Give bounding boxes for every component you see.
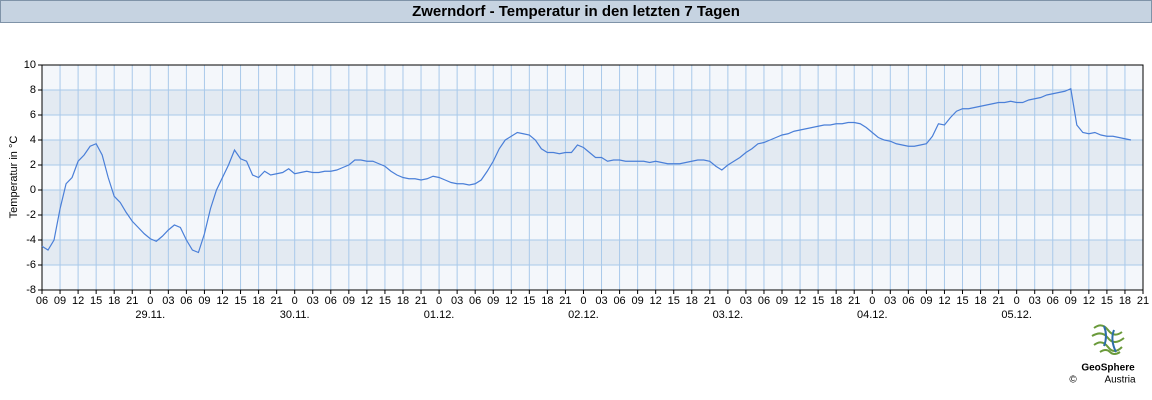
y-tick-label: 8	[30, 84, 36, 96]
x-tick-label: 21	[126, 295, 138, 307]
x-tick-label: 06	[902, 295, 914, 307]
x-tick-label: 18	[830, 295, 842, 307]
plot-frame	[41, 64, 1144, 291]
x-tick-label: 03	[307, 295, 319, 307]
x-tick-label: 21	[992, 295, 1004, 307]
x-tick-label: 18	[397, 295, 409, 307]
x-date-label: 03.12.	[713, 309, 744, 321]
x-tick-label: 09	[920, 295, 932, 307]
x-tick-label: 15	[956, 295, 968, 307]
x-date-label: 05.12.	[1001, 309, 1032, 321]
x-tick-label: 18	[108, 295, 120, 307]
x-tick-label: 03	[1029, 295, 1041, 307]
x-date-label: 04.12.	[857, 309, 888, 321]
x-tick-label: 0	[580, 295, 586, 307]
copyright: ©	[1069, 375, 1077, 386]
x-tick-label: 09	[1065, 295, 1077, 307]
x-tick-label: 06	[325, 295, 337, 307]
x-tick-label: 18	[1119, 295, 1131, 307]
x-tick-label: 18	[686, 295, 698, 307]
y-tick-label: 2	[30, 159, 36, 171]
x-tick-label: 12	[72, 295, 84, 307]
temperature-line	[41, 87, 1132, 254]
y-tick-label: -6	[26, 259, 36, 271]
x-tick-label: 03	[162, 295, 174, 307]
x-tick-label: 12	[794, 295, 806, 307]
x-tick-label: 12	[216, 295, 228, 307]
x-tick-label: 12	[1083, 295, 1095, 307]
logo-mark	[1103, 325, 1117, 353]
x-tick-label: 09	[198, 295, 210, 307]
x-date-label: 02.12.	[568, 309, 599, 321]
x-tick-label: 15	[234, 295, 246, 307]
x-tick-label: 12	[361, 295, 373, 307]
logo: GeoSphere Austria ©	[1069, 324, 1136, 386]
x-tick-label: 06	[613, 295, 625, 307]
x-tick-label: 15	[90, 295, 102, 307]
x-tick-label: 09	[343, 295, 355, 307]
x-date-label: 01.12.	[424, 309, 455, 321]
x-tick-label: 18	[974, 295, 986, 307]
x-tick-label: 03	[595, 295, 607, 307]
x-tick-label: 06	[1047, 295, 1059, 307]
x-date-label: 29.11.	[135, 309, 165, 321]
y-tick-label: -2	[26, 209, 36, 221]
logo-sub: Austria	[1104, 375, 1136, 386]
y-tick-label: 4	[30, 134, 36, 146]
x-tick-label: 21	[559, 295, 571, 307]
x-tick-label: 09	[54, 295, 66, 307]
x-tick-label: 03	[740, 295, 752, 307]
grid-band	[42, 140, 1143, 165]
x-date-label: 30.11.	[280, 309, 310, 321]
y-axis-label: Temperatur in °C	[8, 136, 20, 219]
x-tick-label: 0	[292, 295, 298, 307]
y-tick-label: -4	[26, 234, 36, 246]
x-tick-label: 21	[271, 295, 283, 307]
x-tick-label: 0	[147, 295, 153, 307]
x-tick-label: 06	[180, 295, 192, 307]
x-tick-label: 21	[1137, 295, 1149, 307]
y-tick-label: -8	[26, 284, 36, 296]
x-tick-label: 03	[884, 295, 896, 307]
x-tick-label: 0	[869, 295, 875, 307]
grid-band	[42, 190, 1143, 215]
x-tick-label: 06	[469, 295, 481, 307]
chart-title: Zwerndorf - Temperatur in den letzten 7 …	[412, 3, 740, 20]
x-tick-label: 15	[379, 295, 391, 307]
x-tick-label: 18	[541, 295, 553, 307]
x-tick-label: 15	[523, 295, 535, 307]
x-tick-label: 21	[415, 295, 427, 307]
x-tick-label: 0	[725, 295, 731, 307]
x-tick-label: 0	[436, 295, 442, 307]
y-tick-label: 0	[30, 184, 36, 196]
x-tick-label: 09	[631, 295, 643, 307]
grid-band	[42, 240, 1143, 265]
grid-band	[42, 90, 1143, 115]
plot-area: 06 09 12 15 18 21 0 03 06 09 12 15 18 21 0 03 06 09 12 15 18…	[24, 59, 1149, 321]
x-tick-label: 0	[1014, 295, 1020, 307]
y-tick-label: 10	[24, 59, 36, 71]
x-tick-label: 12	[650, 295, 662, 307]
x-tick-label: 18	[252, 295, 264, 307]
x-tick-label: 21	[704, 295, 716, 307]
x-tick-label: 06	[758, 295, 770, 307]
x-tick-label: 15	[1101, 295, 1113, 307]
x-tick-label: 15	[812, 295, 824, 307]
logo-name: GeoSphere	[1081, 363, 1135, 374]
x-tick-label: 03	[451, 295, 463, 307]
x-tick-label: 09	[776, 295, 788, 307]
y-tick-label: 6	[30, 109, 36, 121]
x-tick-label: 21	[848, 295, 860, 307]
x-tick-label: 12	[505, 295, 517, 307]
x-tick-label: 09	[487, 295, 499, 307]
x-tick-label: 15	[668, 295, 680, 307]
x-tick-label: 12	[938, 295, 950, 307]
x-tick-label: 06	[36, 295, 48, 307]
logo-mark	[1091, 324, 1125, 355]
